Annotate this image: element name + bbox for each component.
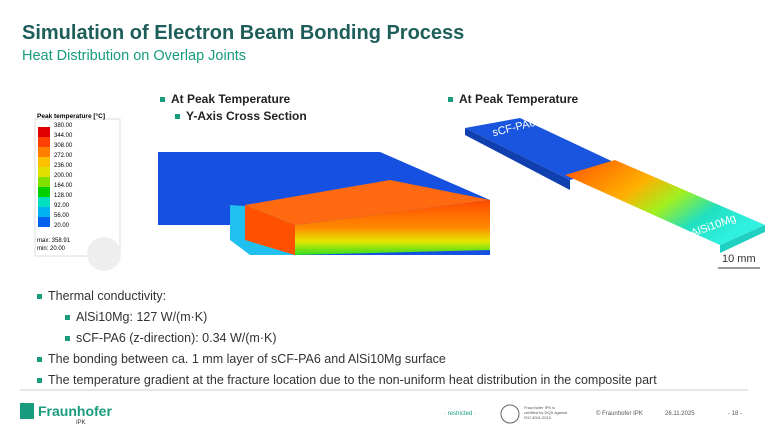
- slab-top: [465, 118, 620, 180]
- bullet: The temperature gradient at the fracture…: [37, 373, 657, 387]
- legend-level: 344.00: [54, 133, 73, 139]
- institute: IPK: [76, 420, 86, 426]
- bullet-text: sCF-PA6 (z-direction): 0.34 W/(m·K): [76, 331, 277, 345]
- subtitle: Heat Distribution on Overlap Joints: [22, 48, 247, 64]
- heading-text: At Peak Temperature: [459, 92, 579, 106]
- slab-bottom-edge: [720, 225, 765, 253]
- bullet-text: The temperature gradient at the fracture…: [48, 373, 657, 387]
- bullet-text: Thermal conductivity:: [48, 289, 167, 303]
- slab-bottom: [565, 160, 765, 245]
- date: 26.11.2025: [665, 411, 695, 417]
- copyright: © Fraunhofer IPK: [596, 411, 643, 417]
- bullet-marker: [65, 315, 70, 321]
- cert-logo: [500, 404, 520, 424]
- legend-level: 380.00: [54, 123, 73, 129]
- legend-level: 272.00: [54, 153, 73, 159]
- bullet-text: The bonding between ca. 1 mm layer of sC…: [48, 352, 446, 366]
- legend-colors: [38, 127, 50, 227]
- heading: At Peak Temperature: [160, 92, 290, 106]
- legend-level: 56.00: [54, 213, 70, 219]
- subheading-text: Y-Axis Cross Section: [186, 109, 307, 123]
- bullet-text: AlSi10Mg: 127 W/(m·K): [76, 310, 208, 324]
- legend-level: 164.00: [54, 183, 73, 189]
- bullet: Thermal conductivity:: [37, 289, 166, 303]
- legend-level: 92.00: [54, 203, 70, 209]
- heading: At Peak Temperature: [448, 92, 578, 106]
- sub-bullet: AlSi10Mg: 127 W/(m·K): [65, 310, 207, 324]
- page-number: - 18 -: [728, 411, 743, 417]
- classification[interactable]: · restricted ·: [444, 411, 477, 417]
- logo-mark: [20, 403, 34, 419]
- block-side: [245, 205, 295, 255]
- bullet-marker: [65, 336, 70, 342]
- heading-text: At Peak Temperature: [171, 92, 291, 106]
- bullet-marker: [37, 378, 42, 384]
- sub-bullet: sCF-PA6 (z-direction): 0.34 W/(m·K): [65, 331, 277, 345]
- certificate: Fraunhofer IPK is certified by DQS again…: [524, 405, 568, 420]
- title: Simulation of Electron Beam Bonding Proc…: [22, 22, 465, 44]
- bullet-marker: [37, 294, 42, 300]
- bullet: The bonding between ca. 1 mm layer of sC…: [37, 352, 446, 366]
- legend-level: 20.00: [54, 223, 70, 229]
- legend-min: min: 20.00: [37, 246, 66, 252]
- legend-level: 308.00: [54, 143, 73, 149]
- block-top: [245, 180, 490, 225]
- scale-label: 10 mm: [722, 253, 756, 265]
- subheading: Y-Axis Cross Section: [175, 109, 307, 123]
- slab-edge: [465, 128, 570, 190]
- legend-title: Peak temperature [°C]: [37, 113, 105, 120]
- axis-triad: [87, 237, 121, 271]
- legend-level: 236.00: [54, 163, 73, 169]
- brand: Fraunhofer: [38, 403, 112, 419]
- legend-level: 200.00: [54, 173, 73, 179]
- legend-level: 128.00: [54, 193, 73, 199]
- block-front: [295, 200, 490, 255]
- legend-max: max: 358.91: [37, 238, 71, 244]
- bullet-marker: [37, 357, 42, 363]
